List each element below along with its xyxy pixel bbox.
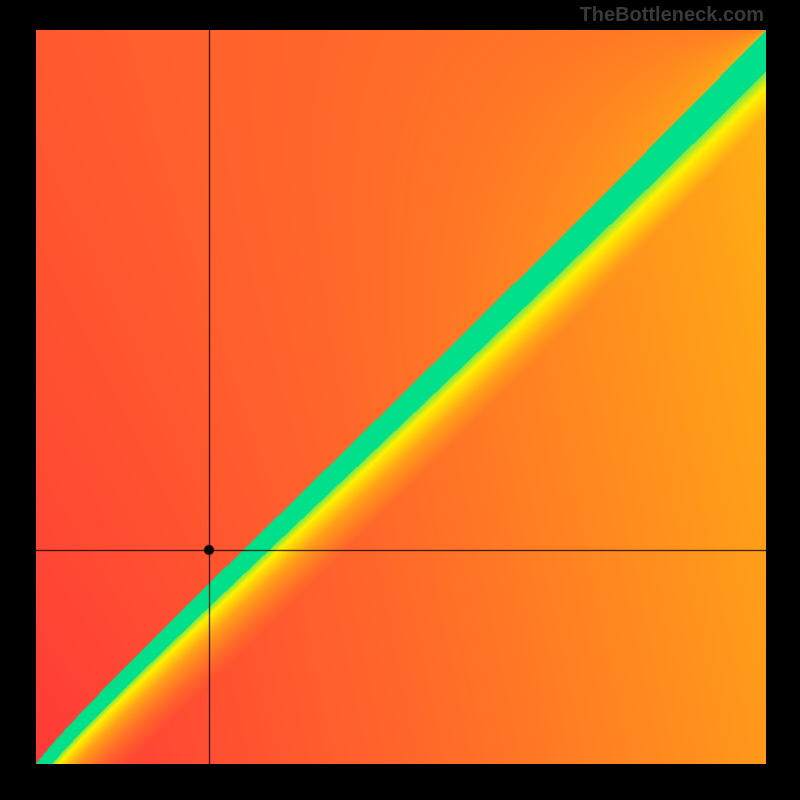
bottleneck-heatmap — [36, 30, 766, 764]
attribution-text: TheBottleneck.com — [580, 4, 764, 27]
